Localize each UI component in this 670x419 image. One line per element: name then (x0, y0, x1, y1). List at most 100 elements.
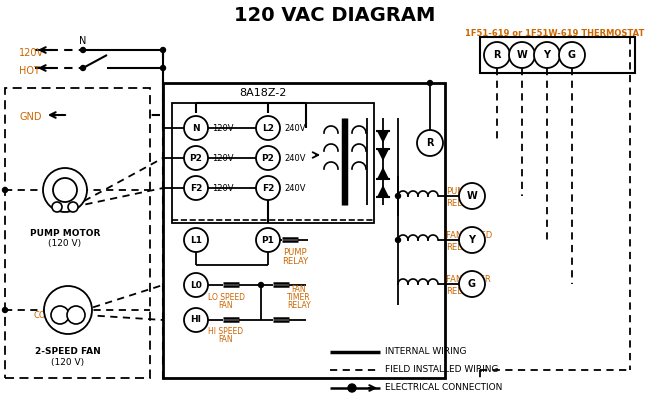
Text: GND: GND (19, 112, 42, 122)
Circle shape (256, 228, 280, 252)
Circle shape (51, 306, 69, 324)
Text: P2: P2 (190, 153, 202, 163)
Circle shape (53, 178, 77, 202)
Circle shape (256, 116, 280, 140)
Circle shape (259, 282, 263, 287)
Text: (120 V): (120 V) (52, 357, 84, 367)
Text: FIELD INSTALLED WIRING: FIELD INSTALLED WIRING (385, 365, 498, 375)
Circle shape (484, 42, 510, 68)
Circle shape (459, 271, 485, 297)
Text: HI: HI (72, 312, 80, 318)
Text: 240V: 240V (284, 153, 306, 163)
Circle shape (459, 183, 485, 209)
Circle shape (44, 286, 92, 334)
Circle shape (184, 116, 208, 140)
Circle shape (80, 65, 86, 70)
Circle shape (184, 273, 208, 297)
Bar (163, 83, 445, 378)
Text: R: R (426, 138, 433, 148)
Text: 120V: 120V (212, 124, 234, 132)
Text: TIMER: TIMER (287, 293, 311, 303)
Bar (480, 37, 635, 73)
Circle shape (3, 187, 7, 192)
Circle shape (80, 47, 86, 52)
Bar (5, 88, 150, 378)
Text: HOT: HOT (19, 66, 40, 76)
Text: RELAY: RELAY (446, 287, 472, 295)
Text: 8A18Z-2: 8A18Z-2 (239, 88, 287, 98)
Circle shape (67, 306, 85, 324)
Text: HI: HI (190, 316, 202, 324)
Text: 120 VAC DIAGRAM: 120 VAC DIAGRAM (234, 5, 436, 24)
Text: G: G (568, 50, 576, 60)
Circle shape (184, 146, 208, 170)
Text: Y: Y (543, 50, 551, 60)
Circle shape (3, 308, 7, 313)
Circle shape (256, 176, 280, 200)
Text: HI SPEED: HI SPEED (208, 328, 244, 336)
Text: 120V: 120V (19, 48, 44, 58)
Text: L0: L0 (190, 280, 202, 290)
Text: FAN SPEED: FAN SPEED (446, 230, 492, 240)
Circle shape (395, 194, 401, 199)
Text: P2: P2 (261, 153, 275, 163)
Bar (172, 103, 374, 223)
Text: G: G (468, 279, 476, 289)
Circle shape (161, 65, 165, 70)
Text: F2: F2 (262, 184, 274, 192)
Circle shape (184, 228, 208, 252)
Circle shape (184, 308, 208, 332)
Text: PUMP: PUMP (283, 248, 307, 256)
Text: 1F51-619 or 1F51W-619 THERMOSTAT: 1F51-619 or 1F51W-619 THERMOSTAT (465, 28, 645, 37)
Circle shape (417, 130, 443, 156)
Text: FAN: FAN (218, 336, 233, 344)
Text: COM: COM (33, 310, 53, 320)
Text: W: W (466, 191, 477, 201)
Circle shape (52, 202, 62, 212)
Text: PUMP: PUMP (446, 186, 470, 196)
Polygon shape (377, 149, 389, 161)
Text: RELAY: RELAY (287, 302, 311, 310)
Text: LO SPEED: LO SPEED (208, 292, 245, 302)
Text: (120 V): (120 V) (48, 238, 82, 248)
Text: FAN TIMER: FAN TIMER (446, 274, 490, 284)
Circle shape (161, 47, 165, 52)
Text: P1: P1 (261, 235, 275, 245)
Text: INTERNAL WIRING: INTERNAL WIRING (385, 347, 466, 357)
Text: FAN: FAN (218, 300, 233, 310)
Text: R: R (493, 50, 500, 60)
Text: RELAY: RELAY (446, 243, 472, 251)
Text: Y: Y (468, 235, 476, 245)
Circle shape (534, 42, 560, 68)
Circle shape (509, 42, 535, 68)
Text: PUMP MOTOR: PUMP MOTOR (29, 228, 100, 238)
Text: 120V: 120V (212, 184, 234, 192)
Text: L1: L1 (190, 235, 202, 245)
Text: W: W (517, 50, 527, 60)
Text: 120V: 120V (212, 153, 234, 163)
Text: 240V: 240V (284, 184, 306, 192)
Polygon shape (377, 167, 389, 179)
Text: N: N (192, 124, 200, 132)
Circle shape (459, 227, 485, 253)
Text: ELECTRICAL CONNECTION: ELECTRICAL CONNECTION (385, 383, 502, 393)
Text: LO: LO (56, 312, 64, 318)
Text: FAN: FAN (291, 285, 306, 295)
Polygon shape (377, 185, 389, 197)
Circle shape (559, 42, 585, 68)
Circle shape (427, 80, 433, 85)
Circle shape (68, 202, 78, 212)
Circle shape (395, 238, 401, 243)
Polygon shape (377, 131, 389, 143)
Text: RELAY: RELAY (446, 199, 472, 207)
Text: L2: L2 (262, 124, 274, 132)
Text: 240V: 240V (284, 124, 306, 132)
Circle shape (348, 384, 356, 392)
Text: 2-SPEED FAN: 2-SPEED FAN (35, 347, 101, 357)
Circle shape (184, 176, 208, 200)
Circle shape (256, 146, 280, 170)
Circle shape (43, 168, 87, 212)
Text: N: N (79, 36, 86, 46)
Text: RELAY: RELAY (282, 256, 308, 266)
Text: F2: F2 (190, 184, 202, 192)
